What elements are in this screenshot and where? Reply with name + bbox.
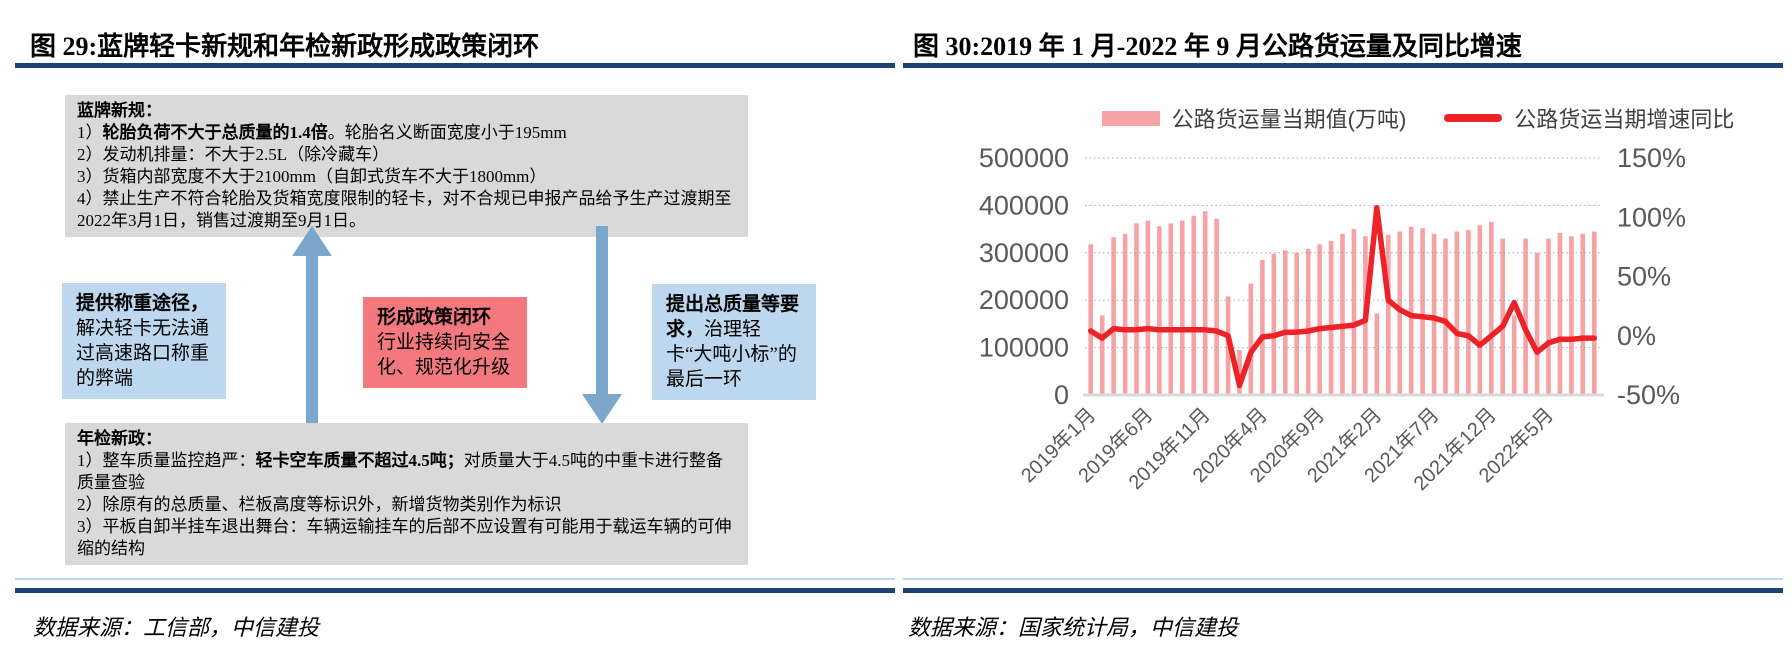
figure-29-source: 数据来源：工信部，中信建投 [33,615,320,640]
up-arrow-icon [292,226,332,424]
item-rest-text: 。轮胎名义断面宽度小于195mm [327,123,567,142]
left-axis-label: 0 [1054,380,1069,410]
up-arrow-shape [292,226,332,424]
figure-29-title-rule [15,63,895,68]
blue-plate-item-2: 2）发动机排量：不大于2.5L（除冷藏车） [77,145,390,164]
right-axis-label: 150% [1617,143,1686,173]
blue-plate-item-3: 3）货箱内部宽度不大于2100mm（自卸式货车不大于1800mm） [77,167,547,186]
weighing-box-rest: 解决轻卡无法通过高速路口称重的弊端 [76,318,210,389]
closed-loop-bold: 形成政策闭环 [377,307,492,328]
item-number: 1） [77,123,103,142]
figure-30-title: 图 30:2019 年 1 月-2022 年 9 月公路货运量及同比增速 [913,32,1522,61]
right-axis-label: 0% [1617,321,1656,351]
right-axis-label: -50% [1617,380,1680,410]
inspection-heading: 年检新政： [77,429,162,448]
item-number: 1） [77,451,103,470]
bars-group [1088,211,1597,395]
closed-loop-rest: 行业持续向安全化、规范化升级 [377,332,511,378]
legend-line-label: 公路货运当期增速同比 [1514,107,1735,132]
annual-inspection-box: 年检新政： 1）整车质量监控趋严：轻卡空车质量不超过4.5吨；对质量大于4.5吨… [65,423,748,565]
item-rest-text: 对质量大于4.5吨的中重卡进行整备质量查验 [77,451,723,492]
figure-29-footer-rule-light [15,578,895,580]
blue-plate-rules-box: 蓝牌新规： 1）轮胎负荷不大于总质量的1.4倍。轮胎名义断面宽度小于195mm … [65,95,748,237]
blue-plate-heading: 蓝牌新规： [77,101,162,120]
item-pre-text: 整车质量监控趋严： [102,451,256,470]
inspection-item-1: 1）整车质量监控趋严：轻卡空车质量不超过4.5吨；对质量大于4.5吨的中重卡进行… [77,450,736,494]
item-bold-text: 轮胎负荷不大于总质量的1.4倍 [102,123,328,142]
left-axis-label: 500000 [979,143,1069,173]
right-axis-label: 100% [1617,202,1686,232]
blue-plate-item-1: 1）轮胎负荷不大于总质量的1.4倍。轮胎名义断面宽度小于195mm [77,122,736,144]
figure-29-panel: 图 29:蓝牌轻卡新规和年检新政形成政策闭环 蓝牌新规： 1）轮胎负荷不大于总质… [15,0,895,664]
total-mass-box: 提出总质量等要求，治理轻卡“大吨小标”的最后一环 [652,284,816,400]
figure-30-footer-rule [903,588,1783,593]
figure-29-title: 图 29:蓝牌轻卡新规和年检新政形成政策闭环 [30,32,540,61]
blue-plate-item-4: 4）禁止生产不符合轮胎及货箱宽度限制的轻卡，对不合规已申报产品给予生产过渡期至2… [77,189,732,230]
left-axis-label: 300000 [979,238,1069,268]
left-axis-label: 200000 [979,285,1069,315]
left-axis-label: 400000 [979,190,1069,220]
item-bold-text: 轻卡空车质量不超过4.5吨； [255,451,464,470]
figure-30-title-rule [903,63,1783,68]
mass-box-rest: 治理轻卡“大吨小标”的最后一环 [666,319,797,390]
down-arrow-shape [582,226,622,424]
gridlines-group: 0 100000 200000 300000 400000 500000 -50% 0% 50%… [979,143,1686,410]
freight-chart: 0 100000 200000 300000 400000 500000 -50% 0% 50%… [979,143,1686,495]
inspection-item-2: 2）除原有的总质量、栏板高度等标识外，新增货物类别作为标识 [77,495,562,514]
figure-30-footer-rule-light [903,578,1783,580]
inspection-item-3: 3）平板自卸半挂车退出舞台：车辆运输挂车的后部不应设置有可能用于载运车辆的可伸缩… [77,517,732,558]
policy-closed-loop-box: 形成政策闭环行业持续向安全化、规范化升级 [363,297,527,388]
yoy-line [1087,205,1598,389]
weighing-box-bold: 提供称重途径， [76,293,210,314]
legend-line-swatch [1444,114,1503,122]
down-arrow-icon [582,226,622,424]
legend-bar-swatch [1101,110,1160,126]
left-axis-label: 100000 [979,333,1069,363]
figure-29-footer-rule [15,588,895,593]
right-axis-label: 50% [1617,262,1671,292]
chart-legend: 公路货运量当期值(万吨) 公路货运当期增速同比 [1053,102,1783,134]
mass-box-bold: 提出总质量等要求， [666,294,800,340]
figure-30-panel: 图 30:2019 年 1 月-2022 年 9 月公路货运量及同比增速 公路货… [903,0,1783,664]
weighing-path-box: 提供称重途径， 解决轻卡无法通过高速路口称重的弊端 [62,283,226,399]
figure-30-source: 数据来源：国家统计局，中信建投 [908,615,1239,640]
legend-bar-label: 公路货运量当期值(万吨) [1171,107,1407,132]
